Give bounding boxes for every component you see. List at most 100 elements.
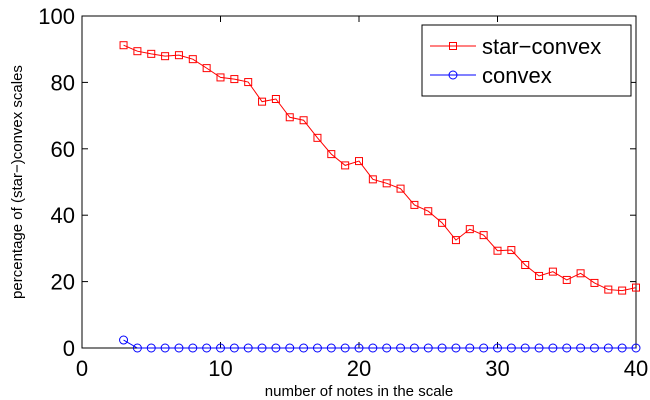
data-point [354,343,364,353]
data-point [548,343,558,353]
x-tick-label: 10 [208,356,232,381]
data-point [465,343,475,353]
y-tick-label: 0 [63,336,75,361]
data-point [313,133,322,142]
data-point [396,343,406,353]
data-point [424,207,433,216]
data-point [576,269,585,278]
data-point [243,343,253,353]
data-point [299,116,308,125]
data-point [160,343,170,353]
data-point [202,343,212,353]
series-star-convex [119,41,640,295]
data-point [535,271,544,280]
legend-label: star−convex [482,34,601,59]
data-point [618,286,627,295]
data-point [355,157,363,166]
y-tick-label: 40 [51,203,75,228]
data-point [576,343,586,353]
legend-marker [449,42,457,50]
y-tick-label: 20 [51,270,75,295]
x-tick-label: 30 [485,356,509,381]
series-line [123,44,637,292]
data-point [382,179,391,188]
data-point [437,343,447,353]
data-point [617,343,627,353]
y-tick-label: 60 [51,137,75,162]
data-point [479,231,488,240]
data-point [119,335,129,345]
data-point [326,343,336,353]
data-point [216,73,225,82]
data-point [465,225,474,234]
data-point [603,343,613,353]
series-convex [119,335,641,353]
legend-box [421,24,632,97]
data-point [562,275,571,284]
data-point [451,236,460,245]
data-point [132,343,142,353]
data-point [521,261,530,269]
x-tick-label: 0 [76,356,88,381]
data-point [271,343,281,353]
legend: star−convex convex [421,24,632,97]
data-point [299,343,309,353]
data-point [520,343,530,353]
data-point [327,150,336,159]
data-point [589,343,599,353]
data-point [147,49,156,58]
data-point [368,175,377,184]
data-point [479,343,489,353]
data-point [604,285,613,294]
data-point [438,218,447,227]
x-tick-label: 20 [347,356,371,381]
data-point [341,161,350,170]
data-point [161,52,170,61]
data-point [340,343,350,353]
data-point [368,343,378,353]
data-point [188,343,198,353]
series-line [123,339,636,349]
data-point [451,343,461,353]
data-point [382,343,392,353]
x-tick-label: 40 [624,356,648,381]
x-axis-label: number of notes in the scale [265,383,453,400]
data-point [244,78,253,87]
data-point [174,343,184,353]
data-point [548,267,557,276]
data-point [410,200,419,209]
data-point [146,343,156,353]
data-point [409,343,419,353]
legend-marker [448,70,458,80]
data-point [506,343,516,353]
data-point [257,343,267,353]
data-point [507,246,516,255]
data-point [590,278,599,287]
data-point [285,113,294,122]
data-point [174,51,183,60]
y-tick-label: 100 [38,4,75,29]
data-point [562,343,572,353]
data-point [631,343,641,353]
data-point [133,47,142,56]
data-point [396,184,405,193]
data-point [285,343,295,353]
data-point [493,343,502,353]
data-point [188,55,197,64]
series-layer [119,41,641,353]
data-point [229,343,239,353]
data-point [632,283,640,292]
data-point [534,343,544,353]
data-point [119,41,128,50]
data-point [230,75,239,84]
y-tick-label: 80 [51,70,75,95]
data-point [423,343,433,353]
data-point [258,97,267,106]
data-point [216,343,225,353]
data-point [202,64,211,73]
y-axis-label: percentage of (star−)convex scales [9,65,26,299]
data-point [312,343,322,353]
axis-ticks: 0 10 20 30 40 0 20 40 60 80 100 [38,4,648,381]
legend-label: convex [482,63,552,88]
